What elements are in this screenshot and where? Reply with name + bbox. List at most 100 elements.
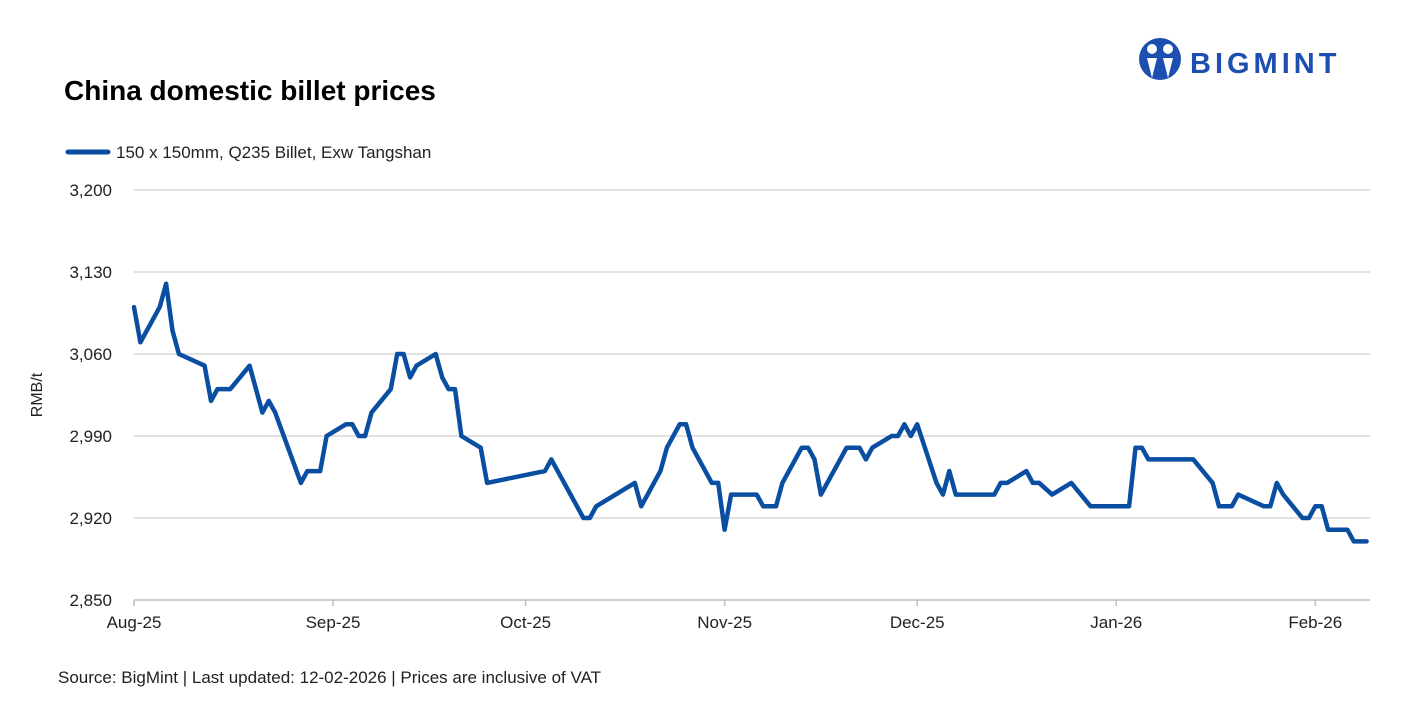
- data-point: [936, 482, 937, 484]
- data-point: [582, 517, 584, 519]
- data-point: [486, 482, 488, 484]
- data-point: [435, 353, 437, 355]
- data-point: [711, 482, 713, 484]
- data-point: [692, 447, 694, 449]
- data-point: [781, 482, 783, 484]
- data-point: [659, 470, 661, 472]
- series-line: [131, 281, 1369, 544]
- data-point: [261, 412, 263, 414]
- data-point: [480, 447, 482, 449]
- data-point: [858, 447, 860, 449]
- data-point: [204, 365, 206, 367]
- data-point: [326, 435, 328, 437]
- data-point: [820, 494, 822, 496]
- data-point: [942, 494, 944, 496]
- data-point: [1025, 470, 1027, 472]
- bigmint-logo-icon: [1139, 38, 1181, 80]
- data-point: [159, 306, 161, 308]
- data-point: [1090, 505, 1092, 507]
- x-tick-label: Oct-25: [500, 613, 551, 632]
- data-point: [390, 388, 392, 390]
- data-point: [300, 482, 302, 484]
- data-point: [589, 517, 591, 519]
- data-point: [441, 376, 443, 378]
- data-point: [1301, 517, 1303, 519]
- data-point: [910, 435, 912, 437]
- data-point: [268, 400, 270, 402]
- data-point: [1366, 540, 1368, 542]
- data-point: [685, 423, 687, 425]
- data-point: [865, 458, 867, 460]
- footnote: Source: BigMint | Last updated: 12-02-20…: [58, 668, 601, 687]
- y-tick-label: 3,130: [69, 263, 112, 282]
- data-point: [409, 376, 411, 378]
- bigmint-logo: BIGMINT: [1139, 38, 1340, 80]
- data-point: [351, 423, 353, 425]
- legend: 150 x 150mm, Q235 Billet, Exw Tangshan: [65, 143, 431, 162]
- data-point: [846, 447, 848, 449]
- data-point: [1314, 505, 1316, 507]
- data-point: [178, 353, 180, 355]
- data-point: [415, 365, 417, 367]
- data-point: [172, 330, 174, 332]
- data-point: [396, 353, 398, 355]
- data-point: [1212, 482, 1214, 484]
- data-point: [1231, 505, 1233, 507]
- data-point: [306, 470, 308, 472]
- data-point: [364, 435, 366, 437]
- data-point: [1263, 505, 1265, 507]
- data-point: [1282, 494, 1284, 496]
- data-point: [801, 447, 803, 449]
- data-point: [345, 423, 347, 425]
- data-point: [1032, 482, 1034, 484]
- data-point: [1135, 447, 1137, 449]
- chart-title: China domestic billet prices: [64, 75, 436, 106]
- data-point: [916, 423, 918, 425]
- legend-label: 150 x 150mm, Q235 Billet, Exw Tangshan: [116, 143, 431, 162]
- data-point: [1038, 482, 1040, 484]
- data-point: [1346, 529, 1348, 531]
- data-point: [165, 283, 167, 285]
- data-point: [454, 388, 456, 390]
- data-point: [814, 458, 816, 460]
- x-tick-label: Sep-25: [306, 613, 361, 632]
- data-point: [756, 494, 758, 496]
- bigmint-logo-text: BIGMINT: [1190, 48, 1340, 80]
- data-point: [1218, 505, 1220, 507]
- data-point: [640, 505, 642, 507]
- x-tick-label: Dec-25: [890, 613, 945, 632]
- data-point: [1308, 517, 1310, 519]
- data-point: [403, 353, 405, 355]
- data-point: [1141, 447, 1143, 449]
- data-point: [1237, 494, 1239, 496]
- data-point: [1000, 482, 1002, 484]
- data-point: [634, 482, 636, 484]
- y-tick-label: 3,060: [69, 345, 112, 364]
- y-tick-label: 2,850: [69, 591, 112, 610]
- data-point: [897, 435, 899, 437]
- x-tick-label: Feb-26: [1288, 613, 1342, 632]
- x-tick-label: Nov-25: [697, 613, 752, 632]
- data-point: [460, 435, 462, 437]
- data-point: [993, 494, 995, 496]
- data-point: [274, 412, 276, 414]
- y-axis-label: RMB/t: [29, 372, 46, 417]
- data-point: [210, 400, 212, 402]
- data-point: [1192, 458, 1194, 460]
- data-point: [544, 470, 546, 472]
- data-point: [730, 494, 732, 496]
- y-tick-label: 2,990: [69, 427, 112, 446]
- data-point: [955, 494, 957, 496]
- data-point: [871, 447, 873, 449]
- data-point: [249, 365, 251, 367]
- x-tick-label: Aug-25: [107, 613, 162, 632]
- data-point: [903, 423, 905, 425]
- data-point: [1006, 482, 1008, 484]
- data-point: [1276, 482, 1278, 484]
- data-point: [948, 470, 950, 472]
- data-point: [371, 412, 373, 414]
- data-point: [1327, 529, 1329, 531]
- data-point: [595, 505, 597, 507]
- data-point: [1051, 494, 1053, 496]
